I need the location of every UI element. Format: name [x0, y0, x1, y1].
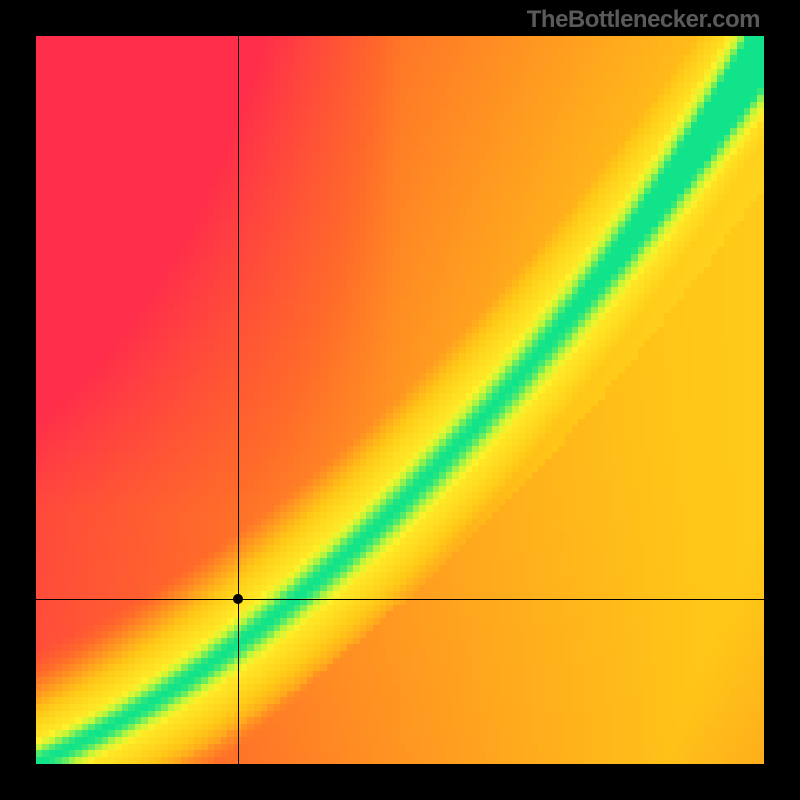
chart-container: TheBottlenecker.com	[0, 0, 800, 800]
watermark-text: TheBottlenecker.com	[527, 6, 760, 34]
heatmap-canvas	[36, 36, 764, 764]
crosshair-dot	[232, 593, 244, 605]
plot-area	[36, 36, 764, 764]
crosshair-vertical	[238, 36, 239, 764]
crosshair-horizontal	[36, 599, 764, 600]
